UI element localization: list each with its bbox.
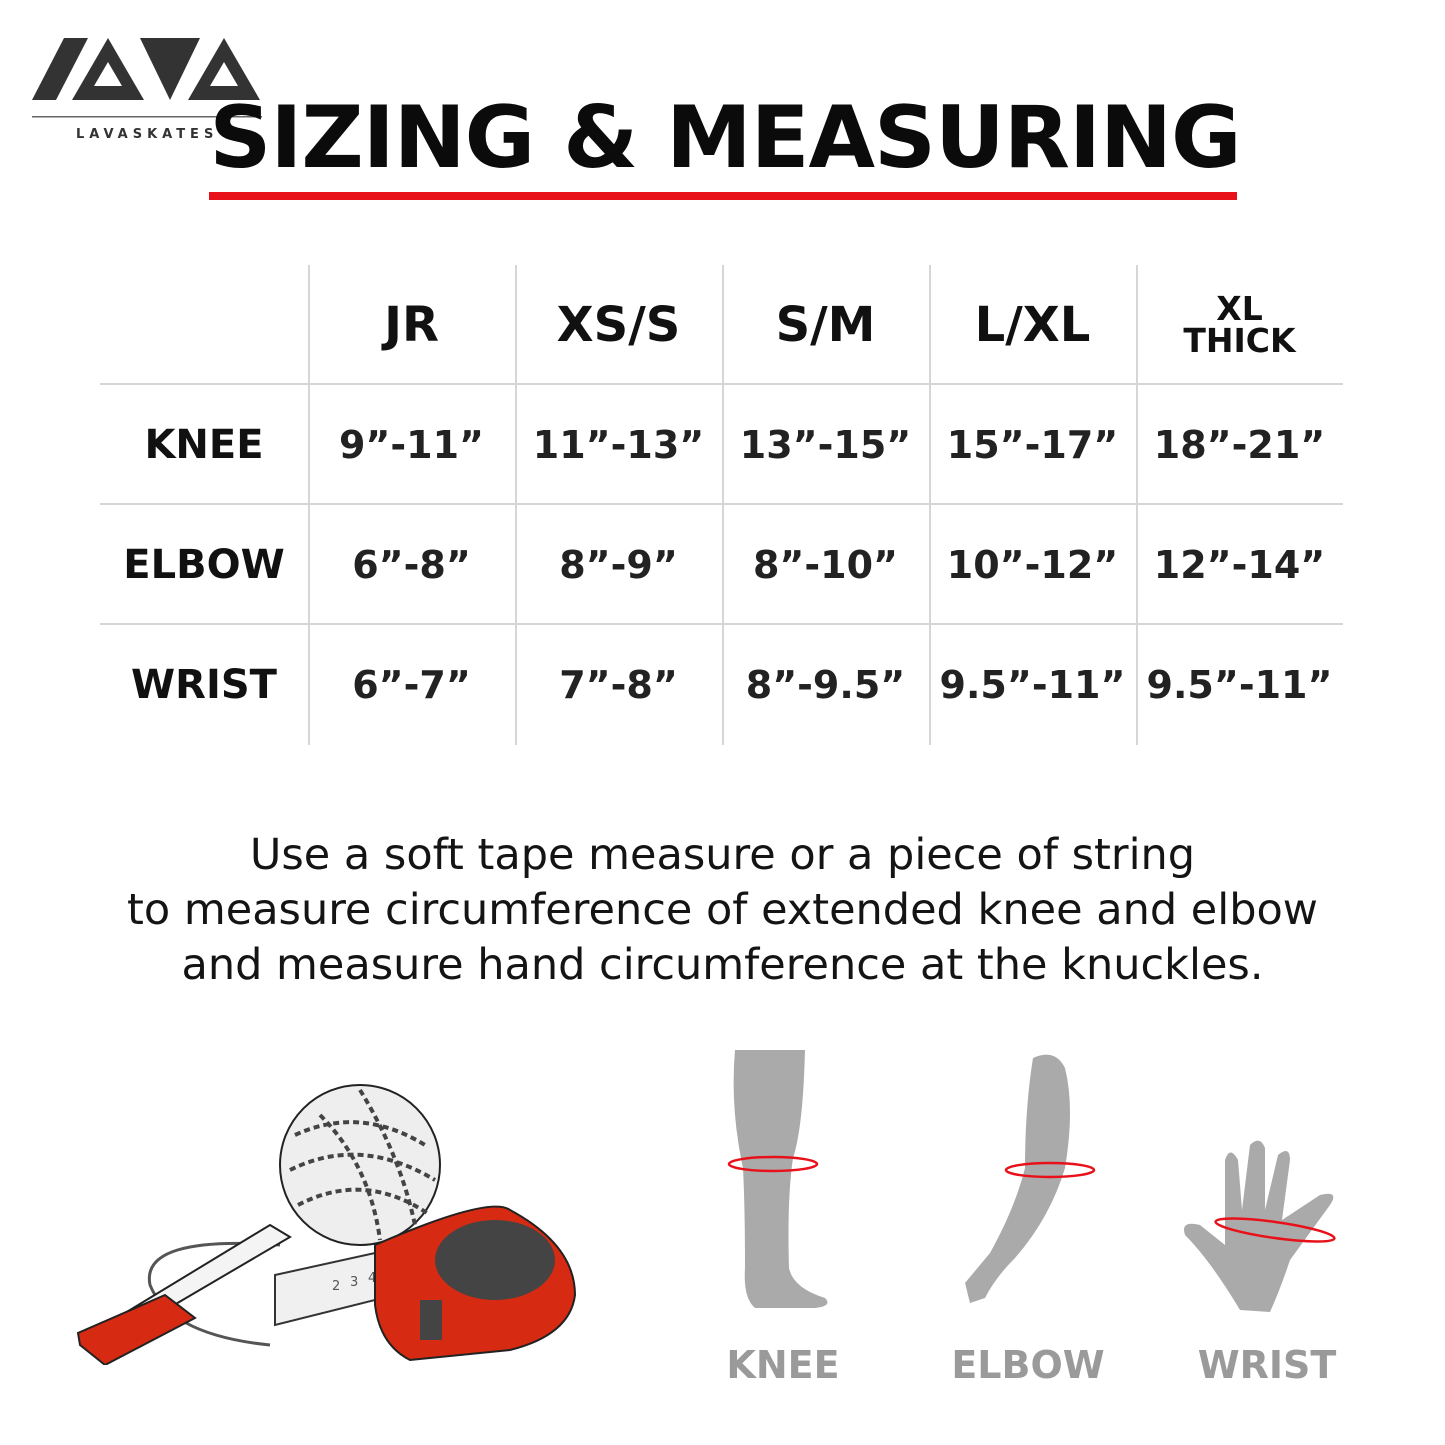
table-cell: 11”-13”: [532, 423, 705, 467]
column-divider: [1136, 265, 1138, 745]
measuring-tools-illustration: 2 3 4: [76, 1084, 577, 1365]
body-label-elbow: ELBOW: [951, 1343, 1105, 1387]
column-header-s-m: S/M: [775, 297, 876, 353]
table-cell: 8”-9”: [559, 543, 678, 587]
column-header-jr: JR: [384, 297, 439, 353]
table-cell: 15”-17”: [946, 423, 1119, 467]
knee-figure-icon: [727, 1050, 828, 1308]
title-underline: [209, 192, 1237, 200]
tape-number: 3: [350, 1275, 358, 1290]
row-label-knee: KNEE: [144, 422, 264, 468]
elbow-figure-icon: [965, 1054, 1096, 1303]
table-cell: 6”-8”: [352, 543, 471, 587]
table-cell: 9.5”-11”: [1146, 663, 1333, 707]
column-header-xl-thick: XL THICK: [1136, 265, 1343, 385]
table-cell: 7”-8”: [559, 663, 678, 707]
table-cell: 12”-14”: [1153, 543, 1326, 587]
table-cell: 6”-7”: [352, 663, 471, 707]
body-label-wrist: WRIST: [1197, 1343, 1337, 1387]
row-divider: [100, 383, 1343, 385]
row-label-wrist: WRIST: [131, 662, 277, 708]
table-cell: 9”-11”: [338, 423, 485, 467]
row-divider: [100, 503, 1343, 505]
column-header-xl-thick-line1: XL: [1216, 289, 1263, 328]
hand-figure-icon: [1184, 1140, 1336, 1312]
column-divider: [929, 265, 931, 745]
tape-number: 4: [368, 1271, 376, 1286]
table-cell: 9.5”-11”: [939, 663, 1126, 707]
measuring-instructions: Use a soft tape measure or a piece of st…: [0, 828, 1445, 993]
instruction-line: and measure hand circumference at the kn…: [181, 940, 1264, 990]
column-header-xl-thick-line2: THICK: [1183, 321, 1296, 360]
string-ball-icon: [147, 1084, 441, 1347]
column-header-xs-s: XS/S: [556, 297, 681, 353]
marker-pen-icon: [76, 1223, 292, 1365]
row-divider: [100, 623, 1343, 625]
table-cell: 8”-9.5”: [745, 663, 906, 707]
column-divider: [308, 265, 310, 745]
table-cell: 18”-21”: [1153, 423, 1326, 467]
table-cell: 10”-12”: [946, 543, 1119, 587]
body-label-knee: KNEE: [726, 1343, 840, 1387]
tape-number: 2: [332, 1279, 340, 1294]
column-divider: [722, 265, 724, 745]
size-table: JR XS/S S/M L/XL XL THICK KNEE 9”-11” 11…: [100, 265, 1343, 745]
column-header-l-xl: L/XL: [974, 297, 1091, 353]
logo-text: LAVASKATES: [76, 127, 219, 142]
column-divider: [515, 265, 517, 745]
table-cell: 8”-10”: [752, 543, 899, 587]
page-title: SIZING & MEASURING: [209, 88, 1241, 188]
instruction-line: Use a soft tape measure or a piece of st…: [249, 830, 1196, 880]
row-label-elbow: ELBOW: [123, 542, 285, 588]
instruction-line: to measure circumference of extended kne…: [127, 885, 1318, 935]
lava-logo: [32, 38, 262, 118]
tape-measure-icon: 2 3 4: [274, 1205, 577, 1362]
table-cell: 13”-15”: [739, 423, 912, 467]
